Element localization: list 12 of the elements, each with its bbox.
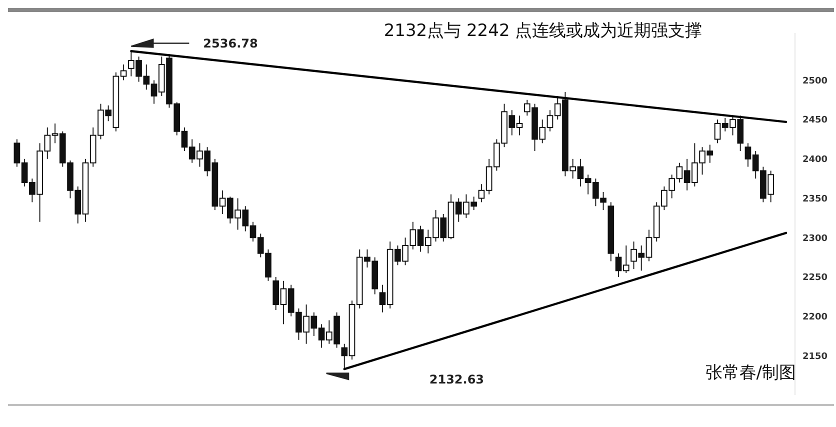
annotation: 2536.78 [203,36,258,50]
y-tick-label: 2500 [802,76,828,86]
y-tick-label: 2400 [802,155,828,166]
y-tick-label: 2150 [802,352,828,362]
chart-title: 2132点与 2242 点连线或成为近期强支撑 [384,21,702,41]
y-tick-label: 2350 [802,194,828,204]
annotation: 张常春/制图 [705,363,796,383]
y-tick-label: 2250 [802,273,828,284]
y-tick-label: 2450 [802,116,828,126]
y-tick-label: 2200 [802,312,828,322]
annotation: 2132.63 [429,372,484,386]
y-tick-label: 2300 [802,234,828,244]
